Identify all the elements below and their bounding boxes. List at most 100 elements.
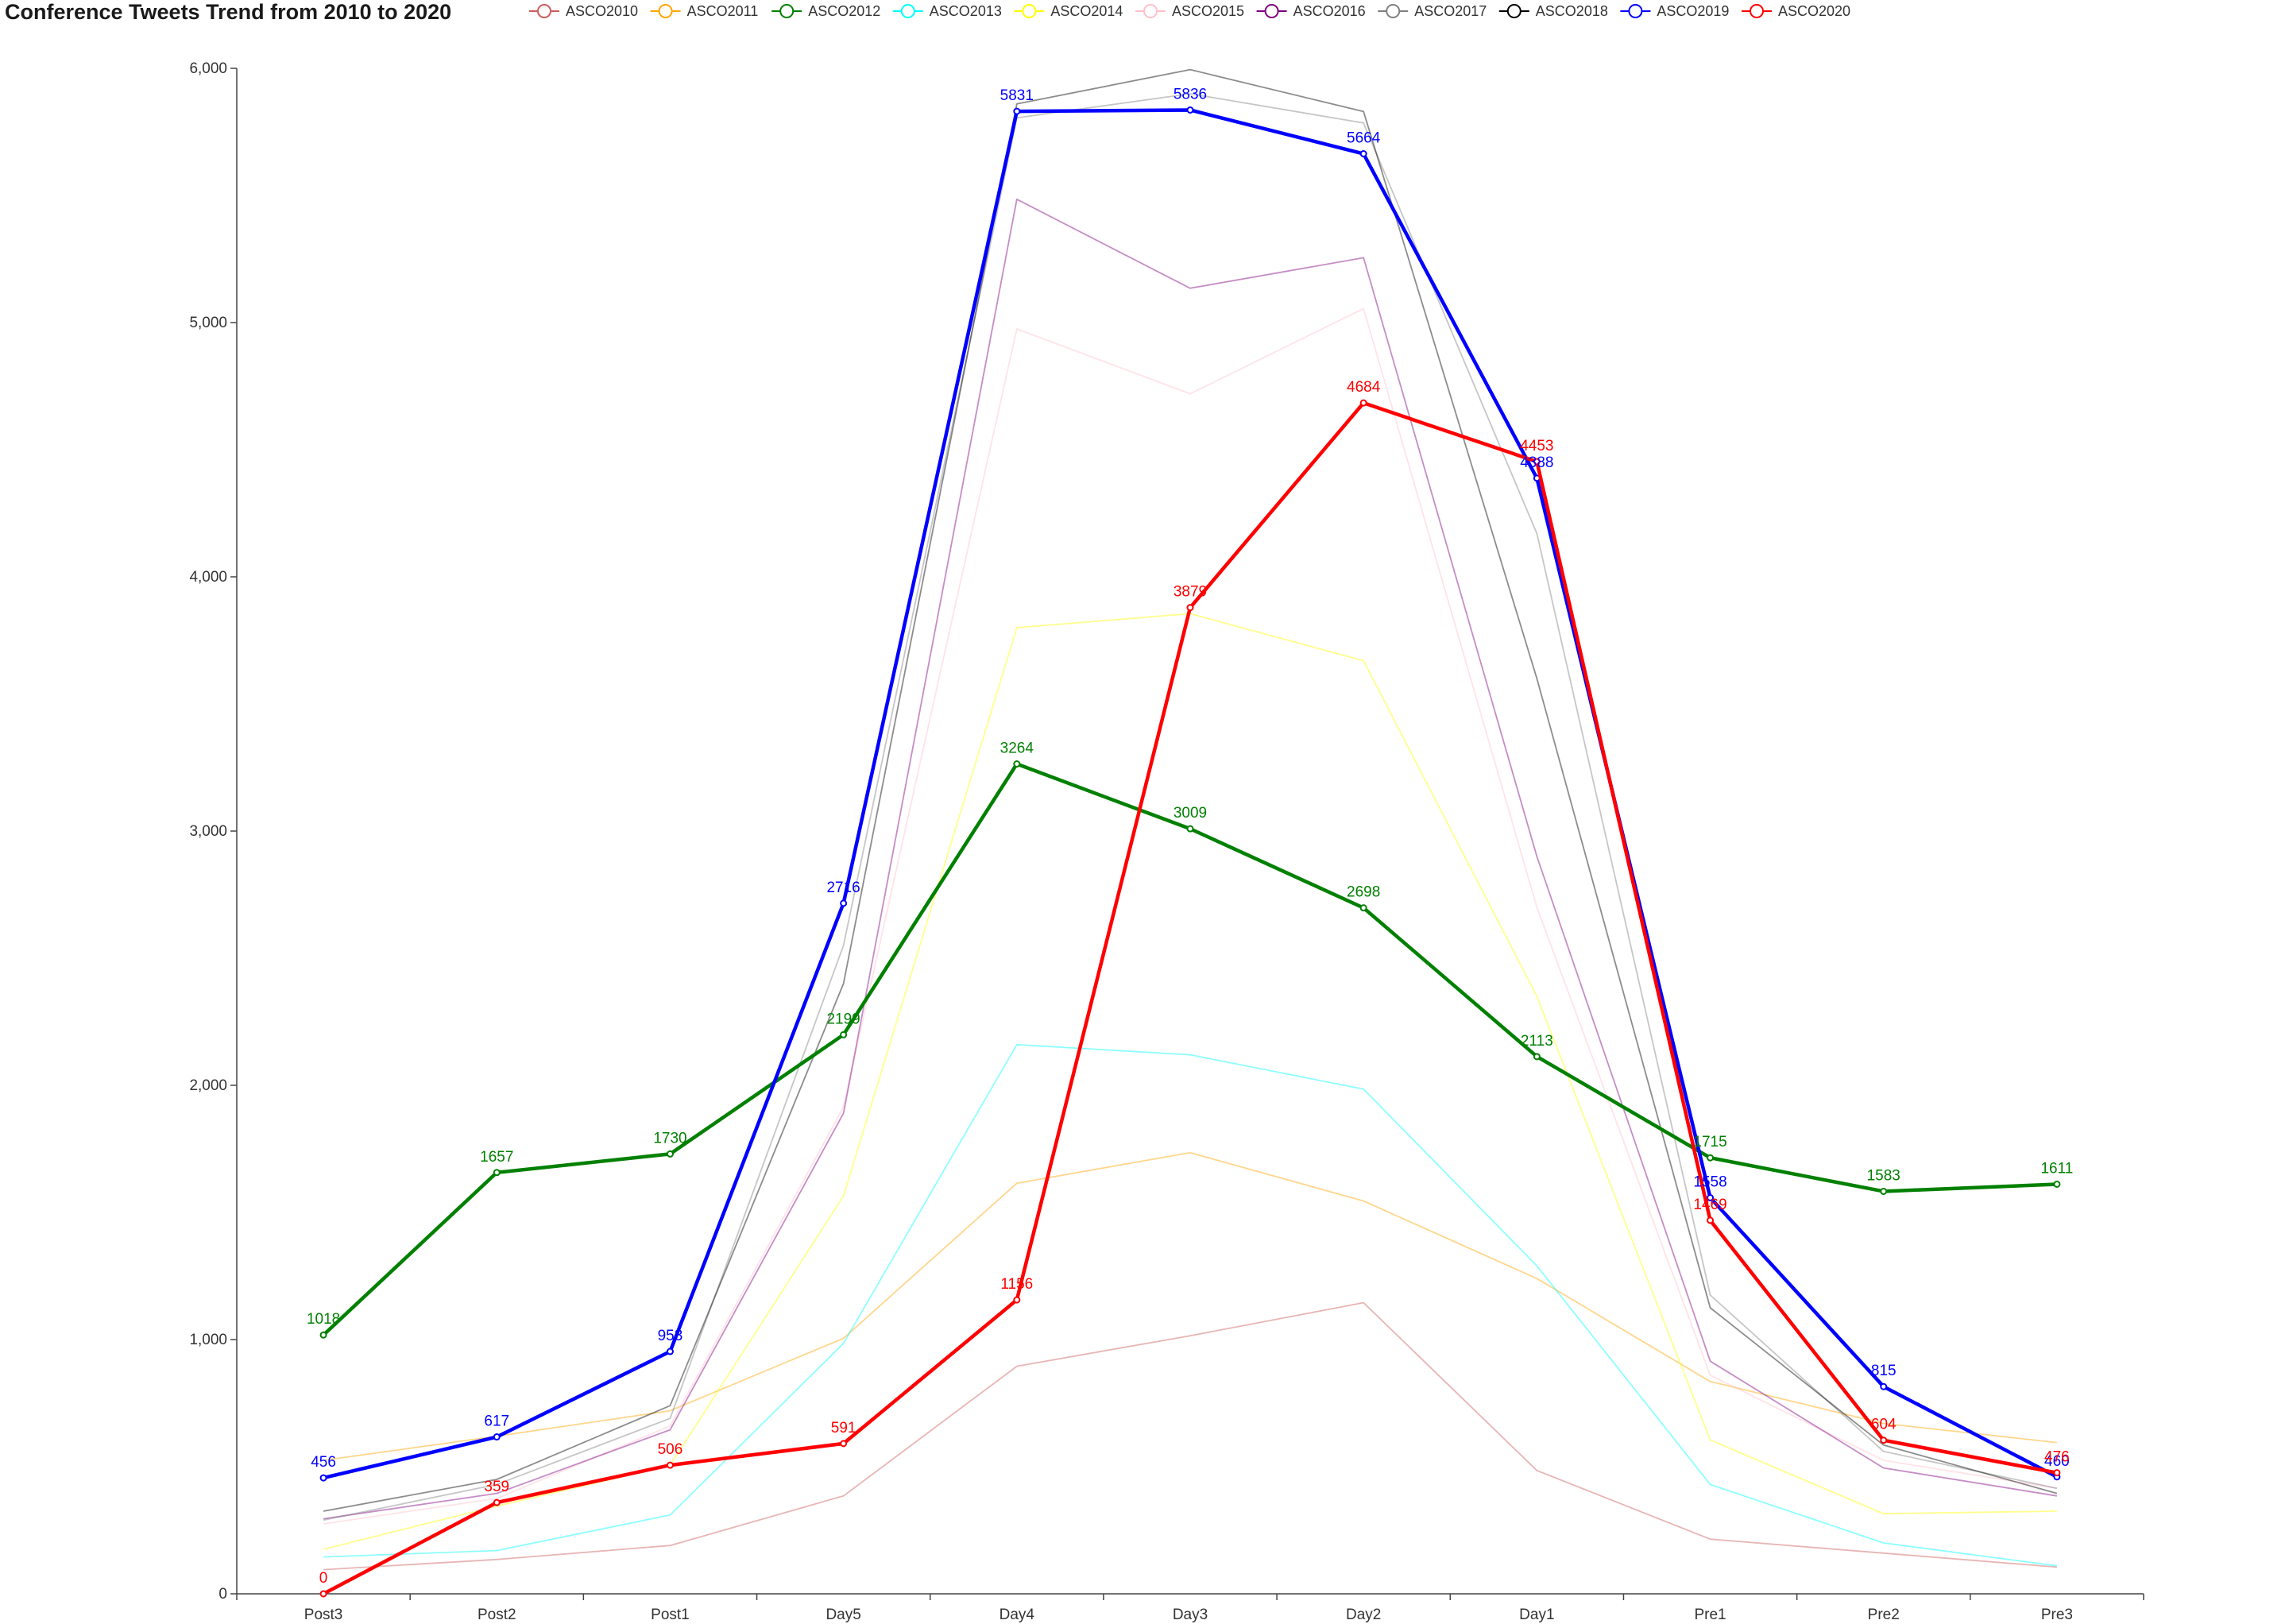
series-line (323, 1301, 2057, 1571)
series-asco2014 (323, 613, 2057, 1550)
series-asco2020 (319, 399, 2061, 1598)
data-point (840, 1440, 848, 1448)
data-label: 1558 (1693, 1174, 1726, 1190)
data-point (2053, 1469, 2061, 1477)
legend-item: ASCO2011 (650, 3, 759, 19)
data-label: 0 (319, 1570, 328, 1587)
data-label: 591 (831, 1420, 856, 1436)
legend-label: ASCO2012 (808, 3, 880, 19)
data-label: 3879 (1173, 584, 1207, 601)
data-point (493, 1433, 501, 1441)
legend-label: ASCO2017 (1414, 3, 1487, 19)
y-tick-label: 3,000 (189, 823, 227, 840)
data-label: 1657 (480, 1149, 513, 1166)
data-label: 2199 (826, 1011, 860, 1027)
data-label: 617 (484, 1413, 509, 1430)
x-tick-label: Post2 (478, 1607, 516, 1623)
legend-item: ASCO2010 (529, 3, 638, 19)
series-line (323, 93, 2058, 1522)
chart-title: Conference Tweets Trend from 2010 to 202… (5, 0, 452, 24)
x-tick-label: Day4 (1000, 1607, 1035, 1623)
data-point (666, 1348, 674, 1355)
data-label: 359 (484, 1479, 509, 1495)
data-point (1359, 399, 1367, 407)
legend-item: ASCO2012 (771, 3, 880, 19)
legend-label: ASCO2015 (1172, 3, 1244, 19)
data-label: 5831 (1000, 87, 1034, 104)
series-asco2010 (323, 1301, 2057, 1571)
data-point (1186, 106, 1194, 114)
data-label: 604 (1871, 1417, 1897, 1433)
legend-circle-icon (658, 4, 673, 18)
legend-label: ASCO2013 (930, 3, 1002, 19)
legend-circle-icon (1750, 4, 1764, 18)
data-point (840, 899, 848, 907)
legend-circle-icon (779, 4, 795, 18)
legend-item: ASCO2017 (1378, 3, 1487, 19)
data-point (1013, 760, 1021, 768)
x-tick-label: Day2 (1346, 1607, 1381, 1623)
data-point (319, 1590, 327, 1598)
legend-circle-icon (1022, 4, 1037, 18)
data-label: 1611 (2040, 1160, 2073, 1177)
series-asco2012 (319, 760, 2061, 1339)
x-tick-label: Pre1 (1694, 1607, 1726, 1623)
series-line (323, 1151, 2058, 1461)
legend-item: ASCO2018 (1498, 3, 1608, 19)
data-labels: 1018 1657 1730 2199 3264 3009 2698 2113 1715 1583… (307, 86, 2073, 1587)
data-label: 5664 (1347, 130, 1381, 147)
series-line (323, 68, 2058, 1512)
series-line (323, 307, 2058, 1525)
data-label: 1730 (653, 1130, 686, 1146)
y-tick-label: 6,000 (189, 60, 227, 77)
data-label: 815 (1871, 1363, 1897, 1379)
legend-item: ASCO2016 (1256, 3, 1366, 19)
data-point (1707, 1154, 1715, 1162)
x-tick-label: Pre3 (2041, 1607, 2073, 1623)
series-line (323, 198, 2058, 1520)
data-label: 3009 (1173, 805, 1207, 822)
data-label: 476 (2044, 1449, 2070, 1466)
data-label: 4684 (1347, 379, 1381, 396)
data-label: 4453 (1520, 438, 1553, 454)
data-point (1533, 458, 1541, 466)
y-tick-label: 5,000 (189, 315, 227, 331)
data-label: 2698 (1347, 884, 1380, 901)
data-label: 506 (658, 1441, 683, 1458)
data-point (1013, 107, 1021, 115)
legend-circle-icon (1506, 4, 1521, 18)
legend-label: ASCO2010 (566, 3, 638, 19)
legend: ASCO2010 ASCO2011 ASCO2012 ASCO2013 ASCO2014… (529, 3, 1850, 19)
legend-item: ASCO2020 (1742, 3, 1850, 19)
data-point (666, 1150, 674, 1158)
series-asco2011 (323, 1151, 2058, 1461)
legend-circle-icon (900, 4, 915, 18)
series-asco2018 (323, 68, 2058, 1512)
legend-circle-icon (537, 4, 551, 18)
legend-label: ASCO2011 (687, 3, 759, 19)
legend-item: ASCO2015 (1135, 3, 1244, 19)
legend-label: ASCO2019 (1657, 3, 1729, 19)
data-point (1707, 1216, 1715, 1224)
series-asco2013 (323, 1043, 2058, 1567)
data-label: 953 (658, 1328, 683, 1344)
legend-circle-icon (1386, 4, 1401, 18)
data-label: 3264 (1000, 740, 1034, 757)
data-point (1880, 1382, 1888, 1390)
data-label: 1469 (1693, 1197, 1726, 1213)
data-point (1186, 825, 1194, 833)
legend-label: ASCO2014 (1050, 3, 1123, 19)
data-label: 2716 (826, 880, 860, 896)
y-tick-label: 2,000 (189, 1077, 227, 1094)
series-asco2017 (323, 93, 2058, 1522)
series-asco2019 (319, 106, 2061, 1482)
series-line (323, 1043, 2058, 1567)
x-tick-label: Post3 (304, 1607, 343, 1623)
series-line (323, 613, 2057, 1550)
series-asco2016 (323, 198, 2058, 1520)
legend-circle-icon (1143, 4, 1158, 18)
data-point (319, 1331, 327, 1339)
data-label: 456 (311, 1454, 336, 1471)
data-label: 2113 (1521, 1033, 1553, 1050)
y-tick-label: 0 (218, 1586, 227, 1603)
